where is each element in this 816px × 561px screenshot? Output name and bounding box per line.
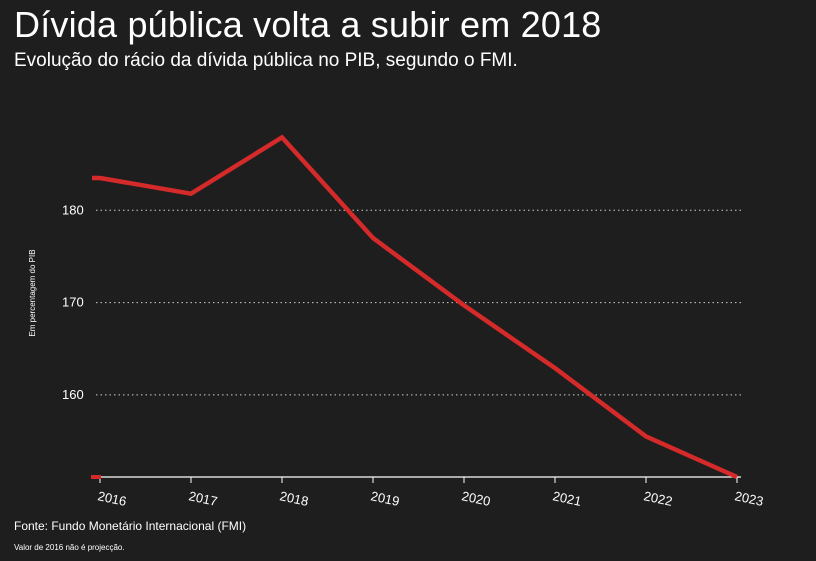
footnote: Valor de 2016 não é projecção. xyxy=(14,543,125,552)
chart-title: Dívida pública volta a subir em 2018 xyxy=(14,4,602,45)
x-tick-label-2023: 2023 xyxy=(733,488,764,509)
x-tick-label-2021: 2021 xyxy=(551,488,582,509)
x-tick-label-2016: 2016 xyxy=(96,488,127,509)
y-tick-label-160: 160 xyxy=(62,387,84,402)
source-note: Fonte: Fundo Monetário Internacional (FM… xyxy=(14,519,247,533)
y-axis-label: Em percentagem do PIB xyxy=(28,249,37,336)
y-tick-label-170: 170 xyxy=(62,295,84,310)
x-tick-label-2019: 2019 xyxy=(369,488,400,509)
series-line xyxy=(92,134,738,480)
x-tick-label-2018: 2018 xyxy=(278,488,309,509)
x-tick-label-2022: 2022 xyxy=(642,488,673,509)
x-tick-label-2020: 2020 xyxy=(460,488,491,509)
x-tick-label-2017: 2017 xyxy=(187,488,218,509)
chart-subtitle: Evolução do rácio da dívida pública no P… xyxy=(14,50,518,71)
y-tick-label-180: 180 xyxy=(62,202,84,217)
